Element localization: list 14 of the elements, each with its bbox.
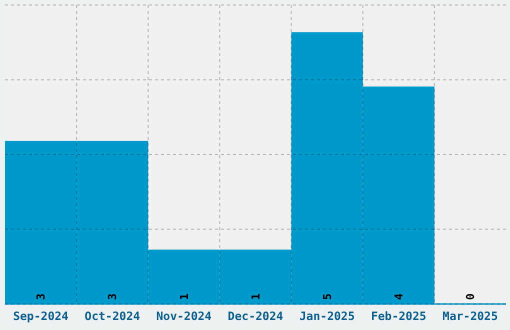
x-tick-label: Feb-2025	[370, 309, 426, 323]
x-tick-label: Oct-2024	[84, 309, 140, 323]
data-label: 3	[106, 293, 120, 300]
x-tick-label: Dec-2024	[228, 309, 284, 323]
data-label: 4	[392, 293, 406, 300]
x-tick-label: Sep-2024	[13, 309, 69, 323]
data-label: 1	[249, 293, 262, 300]
data-label: 3	[34, 293, 48, 300]
x-tick-label: Nov-2024	[156, 309, 212, 323]
data-label: 0	[464, 293, 478, 300]
data-label: 1	[178, 293, 191, 300]
data-label: 5	[320, 293, 334, 300]
x-tick-label: Mar-2025	[442, 309, 498, 323]
x-tick-label: Jan-2025	[299, 309, 355, 323]
